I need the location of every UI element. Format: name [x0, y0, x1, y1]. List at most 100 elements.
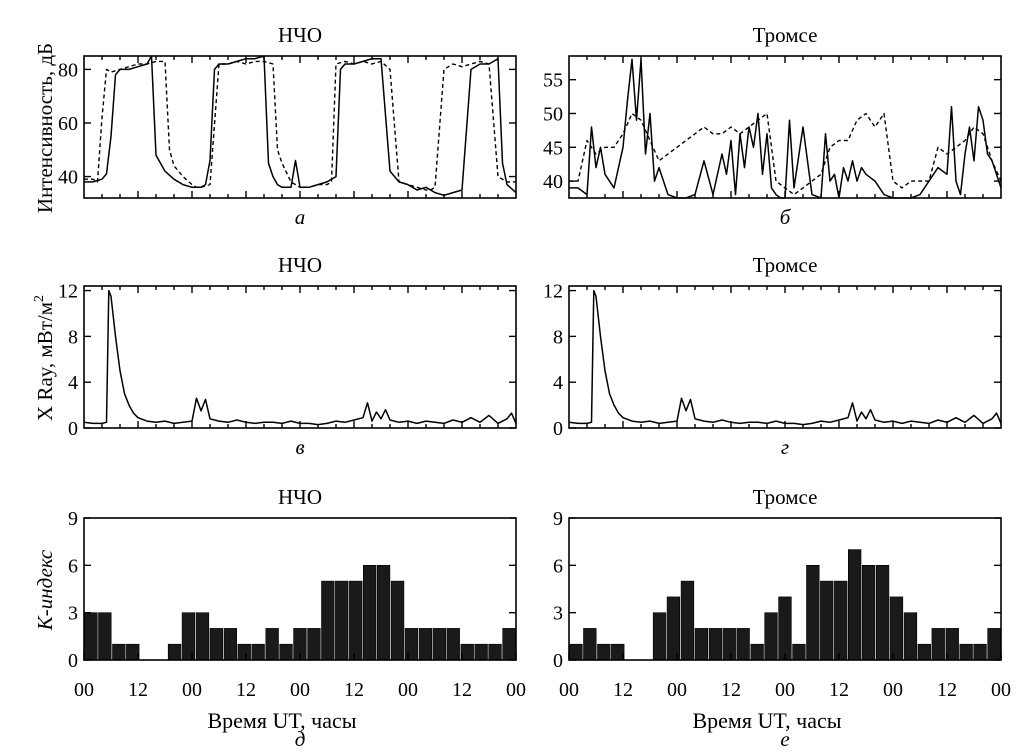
panel-e-bar-22 — [376, 564, 391, 661]
panel-e-bar-14 — [265, 628, 279, 661]
panel-c: НЧО 0 4 8 12 в — [58, 253, 517, 459]
panel-f-bar-28 — [945, 628, 959, 661]
panel-d-ytick-label-8: 8 — [553, 326, 563, 348]
panel-c-letter: в — [295, 435, 304, 459]
panel-f-xtick-label-7: 12 — [937, 679, 957, 701]
panel-f-bar-17 — [792, 643, 806, 661]
panel-f-bar-10 — [694, 628, 708, 661]
panel-e-ytick-label-9: 9 — [68, 508, 78, 530]
panel-a-ytick-label-60: 60 — [58, 113, 78, 135]
panel-a-title: НЧО — [278, 23, 322, 47]
panel-e-ytick-label-0: 0 — [68, 650, 78, 672]
panel-e-bar-30 — [488, 643, 502, 661]
panel-b-ytick-label-55: 55 — [543, 70, 563, 92]
panel-c-ytick-label-12: 12 — [58, 281, 78, 303]
panel-f-bar-16 — [778, 596, 792, 661]
panel-a: НЧО 40 60 80 а — [58, 23, 517, 229]
panel-e-bar-21 — [362, 564, 377, 661]
panel-e-bar-13 — [251, 643, 265, 661]
panel-e-bar-15 — [279, 643, 293, 661]
panel-f-bar-30 — [973, 643, 987, 661]
panel-f-bar-27 — [931, 628, 945, 661]
panel-e-bar-12 — [237, 643, 251, 661]
panel-f-bar-11 — [708, 628, 722, 661]
panel-f-bar-26 — [917, 643, 931, 661]
panel-f-bar-23 — [875, 564, 890, 661]
panel-e-xtick-label-3: 12 — [236, 679, 256, 701]
panel-a-letter: а — [295, 205, 306, 229]
panel-a-series-2-dashed — [84, 60, 516, 191]
panel-e-bar-29 — [474, 643, 488, 661]
panel-f-xtick-label-1: 12 — [613, 679, 633, 701]
ylabel-xray: X Ray, мВт/м2 — [32, 295, 57, 421]
panel-d-ytick-label-0: 0 — [553, 418, 563, 440]
panel-d-series-1-solid — [568, 289, 1002, 426]
panel-c-title: НЧО — [278, 253, 322, 277]
panel-e-bar-10 — [209, 628, 223, 661]
panel-e-bar-3 — [112, 643, 126, 661]
panel-d-frame — [568, 285, 1002, 429]
panel-c-ytick-label-0: 0 — [68, 418, 78, 440]
ylabel-intensity: Интенсивность, дБ — [33, 43, 57, 213]
panel-a-series-1-solid — [84, 55, 517, 197]
panel-b-ytick-label-40: 40 — [543, 171, 563, 193]
panel-e-ytick-label-6: 6 — [68, 555, 78, 577]
panel-f-ytick-label-9: 9 — [553, 508, 563, 530]
panel-f-xtick-label-3: 12 — [721, 679, 741, 701]
panel-f-ytick-label-3: 3 — [553, 603, 563, 625]
panel-f-bar-1 — [569, 643, 583, 661]
panel-e-bar-1 — [84, 612, 98, 661]
panel-f-bar-2 — [583, 628, 597, 661]
panel-e-xtick-label-4: 00 — [290, 679, 310, 701]
panel-e-xtick-label-2: 00 — [182, 679, 202, 701]
panel-f-bar-12 — [722, 628, 736, 661]
panel-f-letter: е — [780, 727, 789, 751]
panel-e-xtick-label-5: 12 — [344, 679, 364, 701]
panel-a-ytick-label-40: 40 — [58, 167, 78, 189]
panel-f-bar-19 — [820, 580, 834, 661]
panel-f-bar-13 — [736, 628, 750, 661]
panel-f-bar-22 — [861, 564, 876, 661]
panel-d-title: Тромсе — [753, 253, 818, 277]
panel-a-frame — [83, 55, 517, 199]
panels: НЧО406080аТромсе40455055бНЧО04812вТромсе… — [58, 23, 1011, 751]
panel-c-ytick-label-8: 8 — [68, 326, 78, 348]
panel-f-ytick-label-0: 0 — [553, 650, 563, 672]
panel-b-series-1-solid — [569, 58, 1002, 199]
panel-d-ytick-label-12: 12 — [543, 281, 563, 303]
panel-e-bar-7 — [167, 643, 182, 661]
panel-e-bar-2 — [98, 612, 112, 661]
ylabel-xray-text: X Ray, мВт/м — [33, 302, 57, 421]
panel-e-bar-4 — [126, 643, 140, 661]
panel-b-title: Тромсе — [753, 23, 818, 47]
panel-e-bar-8 — [181, 612, 196, 661]
panel-e-xtick-label-0: 00 — [74, 679, 94, 701]
panel-e-title: НЧО — [278, 485, 322, 509]
panel-f-ytick-label-6: 6 — [553, 555, 563, 577]
panel-c-frame — [83, 285, 517, 429]
panel-b: Тромсе 40 45 50 55 б — [543, 23, 1002, 229]
panel-f-xtick-label-6: 00 — [883, 679, 903, 701]
panel-b-letter: б — [780, 205, 792, 229]
panel-e-bar-27 — [446, 628, 460, 661]
panel-e-ytick-label-3: 3 — [68, 603, 78, 625]
panel-f-bar-31 — [987, 628, 1001, 661]
panel-e-xlabel: Время UT, часы — [207, 708, 356, 733]
panel-e-xtick-label-1: 12 — [128, 679, 148, 701]
panel-f-bar-15 — [764, 612, 778, 661]
panel-e-bar-24 — [404, 628, 419, 661]
panel-e-xtick-label-7: 12 — [452, 679, 472, 701]
panel-e-bar-9 — [195, 612, 210, 661]
panel-e-xtick-label-6: 00 — [398, 679, 418, 701]
panel-f-bar-14 — [750, 643, 764, 661]
panel-e-bar-17 — [307, 628, 321, 661]
panel-f-bar-29 — [959, 643, 973, 661]
panel-f-xlabel: Время UT, часы — [692, 708, 841, 733]
panel-e-bar-26 — [432, 628, 446, 661]
panel-e-bar-31 — [502, 628, 516, 661]
panel-b-ytick-label-50: 50 — [543, 103, 563, 125]
panel-e-bar-11 — [223, 628, 237, 661]
